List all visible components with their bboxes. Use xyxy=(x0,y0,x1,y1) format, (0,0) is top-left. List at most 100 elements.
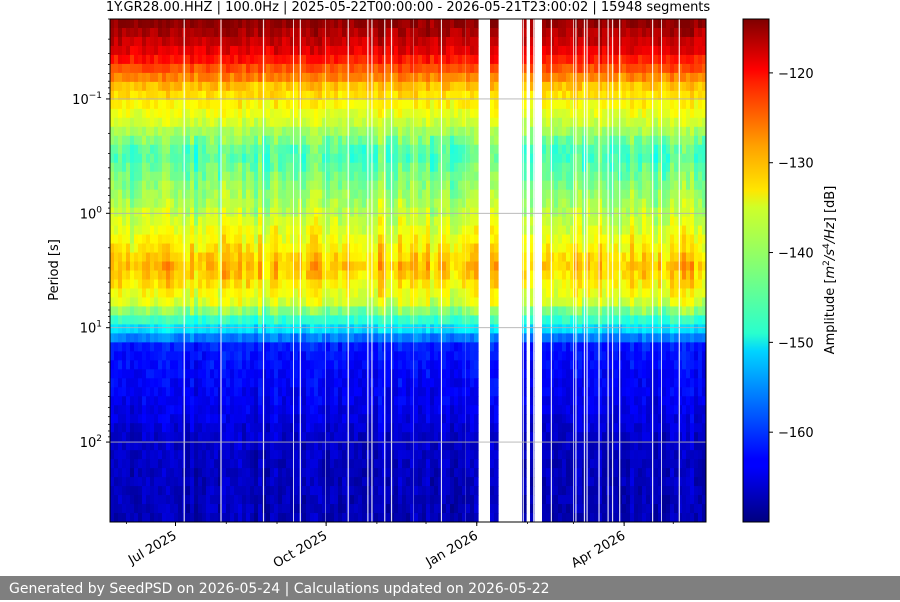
heatmap-cell xyxy=(462,423,467,433)
heatmap-cell xyxy=(438,90,443,101)
heatmap-cell xyxy=(142,513,147,522)
heatmap-cell xyxy=(214,45,219,56)
heatmap-cell xyxy=(186,19,191,29)
heatmap-cell xyxy=(374,477,379,487)
heatmap-cell xyxy=(402,117,407,128)
heatmap-cell xyxy=(250,261,255,272)
heatmap-cell xyxy=(198,450,203,460)
heatmap-cell xyxy=(350,495,355,505)
heatmap-cell xyxy=(154,513,159,522)
heatmap-cell xyxy=(258,216,263,227)
heatmap-cell xyxy=(286,387,291,397)
heatmap-cell xyxy=(194,99,199,110)
heatmap-cell xyxy=(130,135,135,146)
heatmap-cell xyxy=(146,189,151,200)
heatmap-cell xyxy=(266,504,271,514)
heatmap-cell xyxy=(322,108,327,119)
heatmap-cell xyxy=(242,27,247,38)
heatmap-cell xyxy=(110,225,115,236)
heatmap-cell xyxy=(114,252,119,263)
heatmap-cell xyxy=(258,189,263,200)
heatmap-cell xyxy=(110,162,115,173)
heatmap-cell xyxy=(406,279,411,290)
heatmap-cell xyxy=(110,279,115,290)
heatmap-cell xyxy=(126,27,131,38)
heatmap-cell xyxy=(406,81,411,92)
heatmap-cell xyxy=(358,72,363,83)
heatmap-cell xyxy=(302,261,307,272)
heatmap-cell xyxy=(334,315,339,325)
heatmap-cell xyxy=(166,315,171,325)
heatmap-cell xyxy=(202,306,207,317)
heatmap-cell xyxy=(318,297,323,308)
heatmap-cell xyxy=(386,153,391,164)
heatmap-cell xyxy=(362,36,367,47)
heatmap-cell xyxy=(454,189,459,200)
heatmap-cell xyxy=(158,261,163,272)
heatmap-cell xyxy=(326,270,331,281)
heatmap-cell xyxy=(282,162,287,173)
heatmap-cell xyxy=(230,288,235,299)
heatmap-cell xyxy=(262,486,267,496)
heatmap-cell xyxy=(222,135,227,146)
heatmap-cell xyxy=(186,315,191,325)
heatmap-cell xyxy=(294,414,299,424)
heatmap-cell xyxy=(174,198,179,209)
heatmap-cell xyxy=(442,216,447,227)
heatmap-cell xyxy=(154,342,159,352)
heatmap-cell xyxy=(318,207,323,218)
heatmap-cell xyxy=(342,63,347,74)
heatmap-cell xyxy=(190,405,195,415)
heatmap-cell xyxy=(186,459,191,469)
heatmap-cell xyxy=(378,513,383,522)
heatmap-cell xyxy=(226,72,231,83)
heatmap-cell xyxy=(442,180,447,191)
heatmap-cell xyxy=(290,72,295,83)
heatmap-cell xyxy=(126,261,131,272)
heatmap-cell xyxy=(430,162,435,173)
heatmap-cell xyxy=(330,189,335,200)
heatmap-cell xyxy=(190,90,195,101)
heatmap-cell xyxy=(166,486,171,496)
heatmap-cell xyxy=(454,477,459,487)
heatmap-cell xyxy=(306,171,311,182)
heatmap-cell xyxy=(310,324,315,334)
heatmap-cell xyxy=(334,288,339,299)
heatmap-cell xyxy=(178,144,183,155)
heatmap-cell xyxy=(166,252,171,263)
heatmap-cell xyxy=(138,72,143,83)
heatmap-cell xyxy=(294,171,299,182)
heatmap-cell xyxy=(422,54,427,65)
heatmap-cell xyxy=(418,171,423,182)
heatmap-cell xyxy=(374,198,379,209)
heatmap-cell xyxy=(126,378,131,388)
heatmap-cell xyxy=(322,333,327,343)
heatmap-cell xyxy=(218,324,223,334)
heatmap-cell xyxy=(218,117,223,128)
heatmap-cell xyxy=(250,513,255,522)
heatmap-cell xyxy=(162,198,167,209)
heatmap-cell xyxy=(438,405,443,415)
heatmap-cell xyxy=(150,297,155,308)
heatmap-cell xyxy=(246,513,251,522)
heatmap-cell xyxy=(118,189,123,200)
heatmap-cell xyxy=(422,90,427,101)
heatmap-cell xyxy=(258,342,263,352)
heatmap-cell xyxy=(286,468,291,478)
heatmap-cell xyxy=(426,342,431,352)
heatmap-cell xyxy=(342,36,347,47)
heatmap-cell xyxy=(238,297,243,308)
heatmap-cell xyxy=(258,306,263,317)
heatmap-cell xyxy=(210,225,215,236)
heatmap-cell xyxy=(138,126,143,137)
heatmap-cell xyxy=(210,162,215,173)
heatmap-cell xyxy=(226,126,231,137)
heatmap-cell xyxy=(210,171,215,182)
heatmap-cell xyxy=(426,45,431,56)
heatmap-cell xyxy=(266,72,271,83)
heatmap-cell xyxy=(234,162,239,173)
heatmap-cell xyxy=(358,486,363,496)
heatmap-cell xyxy=(334,63,339,74)
heatmap-cell xyxy=(210,423,215,433)
heatmap-cell xyxy=(334,351,339,361)
